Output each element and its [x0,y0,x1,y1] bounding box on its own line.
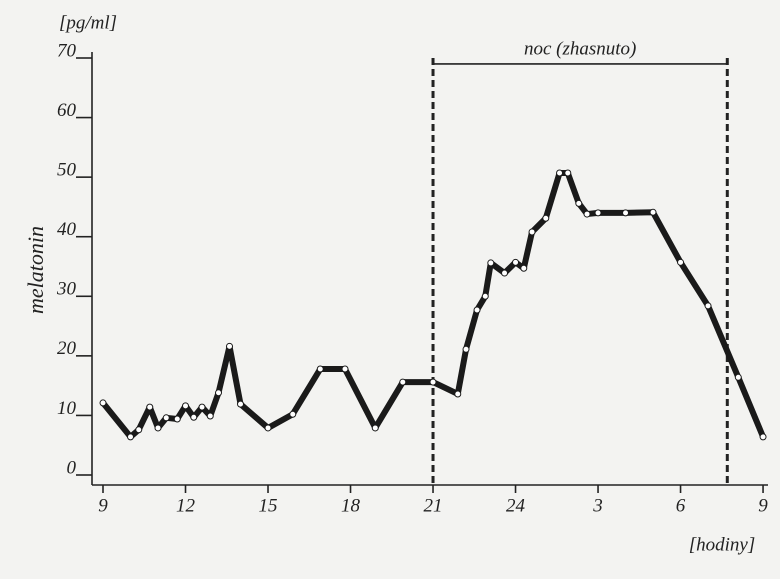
x-unit: [hodiny] [689,534,756,555]
data-point [215,389,223,397]
data-point [341,365,349,373]
data-point [127,433,135,441]
data-point [173,415,181,423]
y-tick-label: 20 [57,338,77,359]
x-tick-label: 9 [98,495,108,516]
x-tick-label: 3 [592,495,603,516]
data-point [264,424,272,432]
x-tick-label: 18 [341,495,361,516]
y-tick-label: 30 [56,279,77,300]
data-point [146,403,154,411]
y-tick-label: 40 [57,219,77,240]
data-point [190,413,198,421]
y-unit: [pg/ml] [59,12,117,33]
data-point [206,412,214,420]
data-point [182,402,190,410]
data-point [649,208,657,216]
data-point [677,258,685,266]
data-point [556,169,564,177]
data-point [454,390,462,398]
data-point [481,292,489,300]
x-tick-label: 9 [758,495,768,516]
y-tick-label: 50 [57,160,77,181]
data-point [487,259,495,267]
x-tick-label: 24 [506,495,526,516]
data-point [622,209,630,217]
data-point [759,433,767,441]
y-axis-label: melatonin [23,226,48,314]
data-point [154,424,162,432]
data-point [542,214,550,222]
data-point [734,373,742,381]
x-tick-label: 6 [676,495,686,516]
data-point [198,403,206,411]
y-tick-label: 10 [57,398,77,419]
data-point [226,342,234,350]
data-point [99,399,107,407]
data-point [135,426,143,434]
x-tick-label: 21 [424,495,443,516]
y-tick-label: 70 [57,40,77,61]
y-tick-label: 60 [57,100,77,121]
data-point [237,400,245,408]
data-point [583,210,591,218]
data-point [429,378,437,386]
night-label: noc (zhasnuto) [524,38,636,59]
x-tick-label: 12 [176,495,196,516]
data-point [704,302,712,310]
data-point [473,306,481,314]
y-tick-label: 0 [67,457,77,478]
data-point [564,169,572,177]
x-tick-label: 15 [259,495,278,516]
data-point [462,345,470,353]
data-point [399,378,407,386]
data-point [501,269,509,277]
data-point [520,264,528,272]
data-point [289,410,297,418]
data-point [528,228,536,236]
data-point [575,199,583,207]
data-point [371,424,379,432]
data-point [162,414,170,422]
data-point [316,365,324,373]
data-point [512,258,520,266]
data-point [594,209,602,217]
